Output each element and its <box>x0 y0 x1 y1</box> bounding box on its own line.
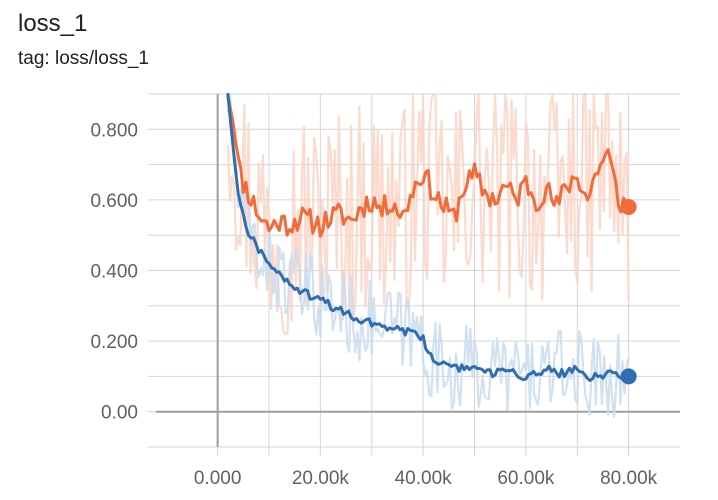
y-tick-label: 0.400 <box>90 262 138 283</box>
series-line-2 <box>226 92 631 382</box>
series-line-1 <box>226 93 631 238</box>
y-tick-label: 0.00 <box>101 403 138 424</box>
axis-layer <box>156 94 680 447</box>
x-tick-label: 80.00k <box>600 468 658 489</box>
y-tick-label: 0.200 <box>90 332 138 353</box>
y-tick-label: 0.600 <box>90 191 138 212</box>
x-tick-label: 60.00k <box>497 468 555 489</box>
tick-label-layer: 0.000 20.00k 40.00k 60.00k 80.00k 0.00 0.200 0.… <box>90 120 657 489</box>
x-tick-label: 0.000 <box>194 468 242 489</box>
y-tick-label: 0.800 <box>90 120 138 141</box>
series-endpoint-1[interactable] <box>620 198 637 215</box>
x-tick-label: 20.00k <box>292 468 350 489</box>
chart-title: loss_1 <box>18 10 88 37</box>
x-tick-label: 40.00k <box>395 468 453 489</box>
series-endpoint-2[interactable] <box>620 368 637 385</box>
chart-subtitle: tag: loss/loss_1 <box>18 48 149 69</box>
raw-series-line-2 <box>226 92 630 418</box>
series-layer <box>226 92 637 385</box>
